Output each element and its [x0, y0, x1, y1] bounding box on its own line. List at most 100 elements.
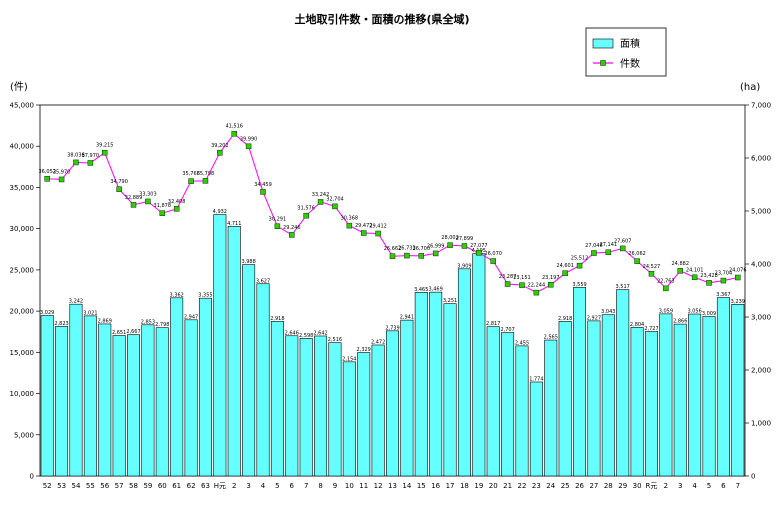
- line-data-label: 27,607: [614, 238, 632, 244]
- line-data-label: 27,899: [456, 236, 474, 242]
- bar: [457, 268, 471, 477]
- bar-data-label: 3,517: [616, 284, 630, 290]
- line-marker: [188, 178, 194, 184]
- bar-data-label: 3,021: [83, 310, 97, 316]
- bar: [529, 381, 543, 477]
- line-data-label: 24,527: [643, 264, 661, 270]
- line-marker: [562, 270, 568, 276]
- bar: [486, 326, 500, 477]
- x-tick-label: 6: [290, 482, 295, 490]
- x-tick-label: 63: [201, 482, 210, 490]
- legend-label-count: 件数: [620, 57, 640, 70]
- bar-data-label: 3,009: [702, 311, 716, 317]
- legend-box: [585, 27, 667, 77]
- left-tick-label: 25,000: [10, 266, 35, 274]
- bar: [501, 332, 515, 477]
- x-tick-label: 20: [489, 482, 498, 490]
- bar: [429, 291, 443, 477]
- line-data-label: 30,291: [269, 216, 287, 222]
- line-marker: [677, 268, 684, 274]
- line-data-label: 26,070: [484, 251, 502, 257]
- bar: [673, 323, 687, 477]
- bar-data-label: 3,029: [40, 310, 54, 316]
- bar: [644, 331, 658, 477]
- bar-data-label: 3,239: [731, 299, 745, 305]
- x-tick-label: 5: [275, 482, 279, 490]
- bar-data-label: 2,918: [558, 316, 572, 322]
- line-marker: [418, 253, 425, 259]
- line-data-label: 26,700: [413, 246, 431, 252]
- line-data-label: 24,601: [556, 263, 574, 269]
- bar: [40, 315, 54, 477]
- bar: [400, 319, 414, 477]
- line-data-label: 29,412: [369, 224, 387, 230]
- line-marker: [490, 258, 496, 264]
- right-axis-unit: (ha): [740, 82, 760, 93]
- bar: [213, 214, 227, 477]
- line-data-label: 41,516: [225, 124, 243, 130]
- x-tick-label: 61: [172, 482, 181, 490]
- x-tick-label: H元: [214, 482, 226, 490]
- right-tick-label: 5,000: [751, 208, 771, 216]
- x-tick-label: 18: [460, 482, 469, 490]
- x-tick-label: 5: [707, 482, 711, 490]
- line-marker: [389, 253, 396, 259]
- x-tick-label: 10: [345, 482, 354, 490]
- x-tick-label: 25: [561, 482, 570, 490]
- x-tick-label: 7: [304, 482, 308, 490]
- bar: [414, 292, 428, 477]
- bar: [357, 352, 371, 477]
- bar: [141, 324, 155, 477]
- x-tick-label: 23: [532, 482, 541, 490]
- line-data-label: 26,662: [384, 246, 402, 252]
- bar: [544, 339, 558, 477]
- left-tick-label: 0: [30, 473, 34, 481]
- bar: [69, 303, 83, 477]
- x-tick-label: 22: [518, 482, 527, 490]
- bar: [55, 326, 69, 477]
- x-tick-label: 28: [604, 482, 613, 490]
- legend-label-area: 面積: [620, 37, 640, 50]
- line-marker: [159, 210, 166, 216]
- line-marker: [576, 262, 583, 269]
- line-marker: [346, 222, 353, 229]
- left-tick-label: 35,000: [10, 184, 35, 192]
- line-marker: [648, 271, 655, 277]
- bar-data-label: 3,362: [170, 292, 184, 298]
- bar: [515, 345, 529, 477]
- line-data-label: 33,242: [312, 192, 330, 198]
- bar: [342, 361, 356, 477]
- line-data-label: 30,368: [341, 216, 359, 222]
- line-marker: [73, 159, 79, 166]
- bar: [659, 313, 673, 477]
- x-tick-label: R元: [646, 482, 658, 490]
- line-data-label: 31,576: [297, 206, 315, 212]
- line-marker: [706, 280, 712, 286]
- x-tick-label: 13: [388, 482, 397, 490]
- bar-data-label: 2,823: [54, 321, 68, 327]
- line-marker: [289, 232, 295, 238]
- line-data-label: 31,878: [154, 203, 172, 209]
- bar-data-label: 2,646: [285, 330, 299, 336]
- line-data-label: 25,512: [571, 256, 589, 262]
- x-tick-label: 53: [57, 482, 66, 490]
- line-data-label: 27,077: [470, 243, 488, 249]
- line-data-label: 26,999: [427, 243, 445, 249]
- bar-data-label: 3,559: [572, 282, 586, 288]
- bar-data-label: 2,739: [385, 325, 399, 331]
- bar-data-label: 3,355: [198, 293, 212, 299]
- bar: [731, 304, 745, 477]
- bar: [198, 297, 212, 477]
- line-marker: [130, 202, 137, 208]
- bar: [716, 297, 730, 477]
- line-data-label: 22,244: [528, 283, 546, 289]
- bar-data-label: 2,565: [544, 335, 558, 341]
- line-data-label: 26,733: [398, 246, 416, 252]
- chart-title: 土地取引件数・面積の推移(県全域): [294, 12, 469, 26]
- line-data-label: 38,036: [67, 152, 85, 158]
- left-tick-label: 20,000: [10, 308, 35, 316]
- bar: [170, 297, 184, 477]
- legend-marker-swatch: [600, 60, 606, 66]
- bar-data-label: 3,367: [716, 292, 730, 298]
